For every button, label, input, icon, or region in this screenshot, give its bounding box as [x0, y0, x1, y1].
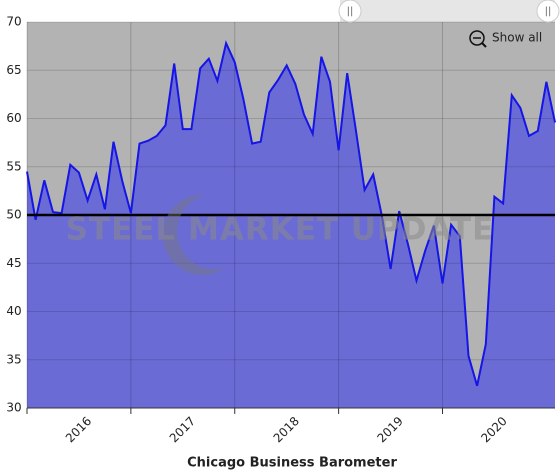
line: [26, 40, 556, 387]
y-tick-label: 70: [6, 15, 21, 29]
x-tick-label: 2020: [478, 414, 509, 445]
plot-area: [26, 21, 556, 409]
navigator-handle[interactable]: [338, 0, 362, 23]
y-tick-label: 40: [6, 304, 21, 318]
navigator-handle[interactable]: [536, 0, 560, 23]
zoom-icon: [469, 30, 485, 46]
x-tick-label: 2017: [167, 414, 198, 445]
watermark-logo: [162, 194, 225, 275]
y-tick-label: 45: [6, 256, 21, 270]
y-tick-label: 50: [6, 208, 21, 222]
show-all-button[interactable]: Show all: [469, 30, 542, 48]
chart-title: Chicago Business Barometer: [187, 456, 397, 471]
y-tick-label: 60: [6, 111, 21, 125]
y-tick-label: 35: [6, 352, 21, 366]
y-tick-label: 65: [6, 63, 21, 77]
button-label[interactable]: Show all: [492, 31, 542, 45]
x-tick-label: 2016: [63, 414, 94, 445]
navigator-track: [340, 0, 555, 22]
handle-grip: ||: [545, 6, 552, 17]
y-tick-label: 55: [6, 159, 21, 173]
zoom-icon: [481, 42, 487, 48]
y-tick-label: 30: [6, 401, 21, 415]
handle-grip: ||: [347, 6, 354, 17]
watermark: STEEL MARKET UPDATE: [66, 212, 495, 248]
x-tick-label: 2018: [271, 414, 302, 445]
x-tick-label: 2019: [374, 414, 405, 445]
